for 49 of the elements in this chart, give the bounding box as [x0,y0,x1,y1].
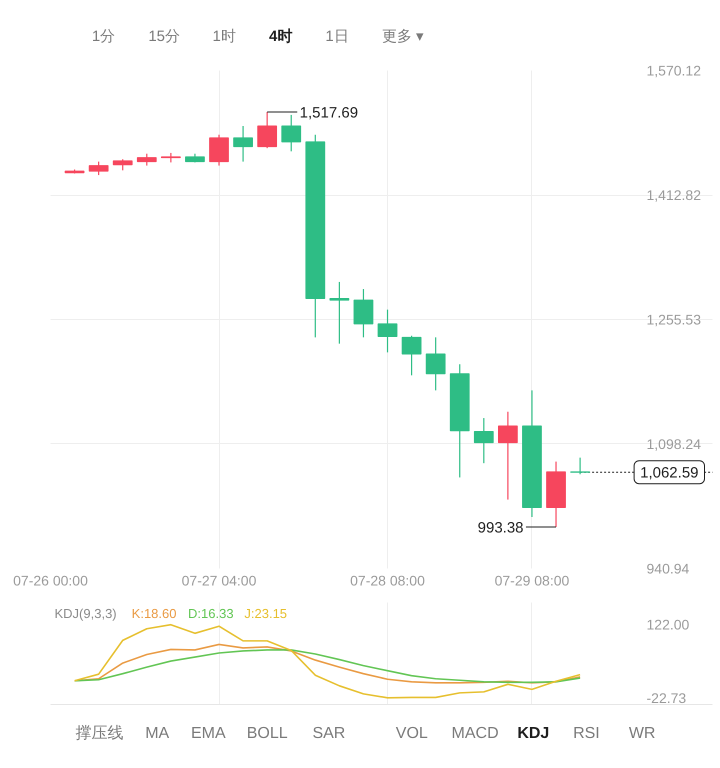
y-tick-label: 1,412.82 [646,187,702,204]
text: 更多 ▾ [382,28,424,45]
text: RSI [573,725,600,742]
candlestick [378,309,398,353]
candlestick [329,281,350,344]
chart-title: KDJ(9,3,3) [54,606,117,621]
candlestick [209,134,229,166]
y-tick-label: 940.94 [646,560,690,576]
candlestick [257,111,278,149]
text: D:16.33 [188,606,234,621]
candlestick [402,335,422,376]
text: MA [145,725,170,742]
y-tick-label: 1,570.12 [646,62,702,78]
candlestick [233,125,253,162]
text: KDJ [517,725,550,742]
text: 1分 [92,28,116,45]
x-tick-label: 07-29 08:00 [494,572,570,588]
candlestick [136,153,157,166]
text: 15分 [148,28,180,45]
text: 1时 [212,28,236,45]
x-tick-label: 07-27 04:00 [182,572,257,588]
text: WR [628,725,656,742]
candlestick [498,411,518,500]
x-tick-label: 07-26 00:00 [13,572,88,588]
candlestick [426,336,446,391]
candlestick [281,114,302,152]
annotation: 1,517.69 [300,104,358,122]
text: MACD [452,725,499,742]
text: 4时 [268,28,292,45]
annotation: 993.38 [478,519,524,536]
candlestick [88,161,109,176]
y-tick-label: -22.73 [646,690,686,706]
y-tick-label: 1,098.24 [646,436,702,452]
candlestick [354,288,374,338]
x-tick-label: 07-28 08:00 [350,572,426,588]
ref-line-label: 1,062.59 [640,464,698,482]
text: SAR [312,725,346,742]
candlestick [112,158,133,171]
text: 1日 [325,28,349,45]
line-series [74,624,581,699]
candlestick [474,417,494,464]
text: VOL [396,725,428,742]
text: 撑压线 [75,724,124,742]
text: EMA [190,725,226,742]
text: K:18.60 [132,606,176,621]
y-tick-label: 122.00 [646,616,690,633]
y-tick-label: 1,255.53 [646,312,702,328]
series-label: J:23.15 [244,606,288,621]
text: BOLL [246,725,288,742]
